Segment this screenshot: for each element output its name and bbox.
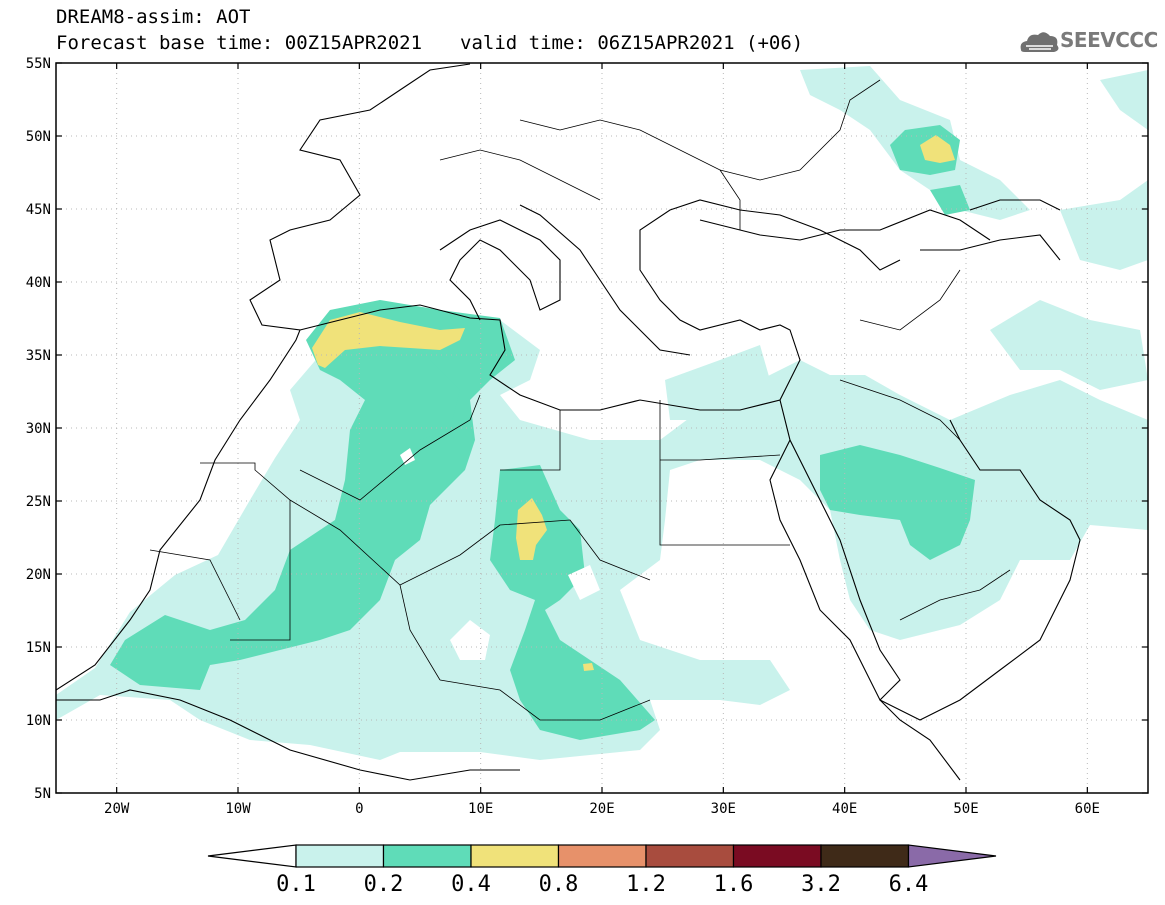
- legend-labels: 0.1 0.2 0.4 0.8 1.2 1.6 3.2 6.4: [276, 872, 928, 897]
- color-legend: [207, 844, 997, 868]
- legend-under-arrow: [207, 844, 297, 868]
- lat-label: 15N: [26, 640, 51, 656]
- lat-label: 10N: [26, 713, 51, 729]
- map-title: DREAM8-assim: AOT: [56, 6, 251, 28]
- lat-label: 55N: [26, 56, 51, 72]
- lat-label: 30N: [26, 421, 51, 437]
- lat-label: 5N: [34, 786, 51, 802]
- lon-label: 30E: [711, 801, 736, 817]
- legend-swatch: [470, 844, 560, 868]
- coastlines: [56, 63, 1081, 781]
- legend-label: 0.4: [451, 872, 491, 897]
- aot-band-0.4-0.8: [312, 135, 955, 671]
- legend-label: 0.8: [539, 872, 579, 897]
- legend-label: 6.4: [889, 872, 929, 897]
- legend-swatch: [557, 844, 647, 868]
- lon-label: 40E: [832, 801, 857, 817]
- legend-swatch: [295, 844, 385, 868]
- base-time: Forecast base time: 00Z15APR2021: [56, 32, 423, 54]
- latitude-labels: 55N 50N 45N 40N 35N 30N 25N 20N 15N 10N 5N: [26, 56, 51, 802]
- legend-label: 1.2: [626, 872, 666, 897]
- legend-swatch: [820, 844, 910, 868]
- logo-text: SEEVCCC: [1060, 28, 1158, 52]
- time-info: Forecast base time: 00Z15APR2021 valid ti…: [56, 32, 803, 54]
- legend-label: 1.6: [714, 872, 754, 897]
- lat-label: 40N: [26, 275, 51, 291]
- legend-label: 0.2: [364, 872, 404, 897]
- longitude-labels: 20W 10W 0 10E 20E 30E 40E 50E 60E: [104, 801, 1100, 817]
- axis-ticks: [56, 62, 1148, 794]
- aot-contours: [56, 66, 1148, 760]
- legend-swatch: [382, 844, 472, 868]
- lon-label: 10W: [225, 801, 251, 817]
- lon-label: 10E: [468, 801, 493, 817]
- legend-label: 0.1: [276, 872, 316, 897]
- valid-time: valid time: 06Z15APR2021 (+06): [460, 32, 804, 54]
- legend-label: 3.2: [801, 872, 841, 897]
- lon-label: 20W: [104, 801, 130, 817]
- lat-label: 35N: [26, 348, 51, 364]
- lat-label: 20N: [26, 567, 51, 583]
- lon-label: 20E: [589, 801, 614, 817]
- lat-label: 50N: [26, 129, 51, 145]
- lon-label: 60E: [1075, 801, 1100, 817]
- lon-label: 0: [355, 801, 363, 817]
- lon-label: 50E: [953, 801, 978, 817]
- lat-label: 25N: [26, 494, 51, 510]
- cloud-icon: [1020, 32, 1059, 52]
- lat-label: 45N: [26, 202, 51, 218]
- country-borders: [149, 79, 1011, 721]
- legend-over-arrow: [907, 844, 997, 868]
- legend-swatch: [645, 844, 735, 868]
- legend-swatch: [732, 844, 822, 868]
